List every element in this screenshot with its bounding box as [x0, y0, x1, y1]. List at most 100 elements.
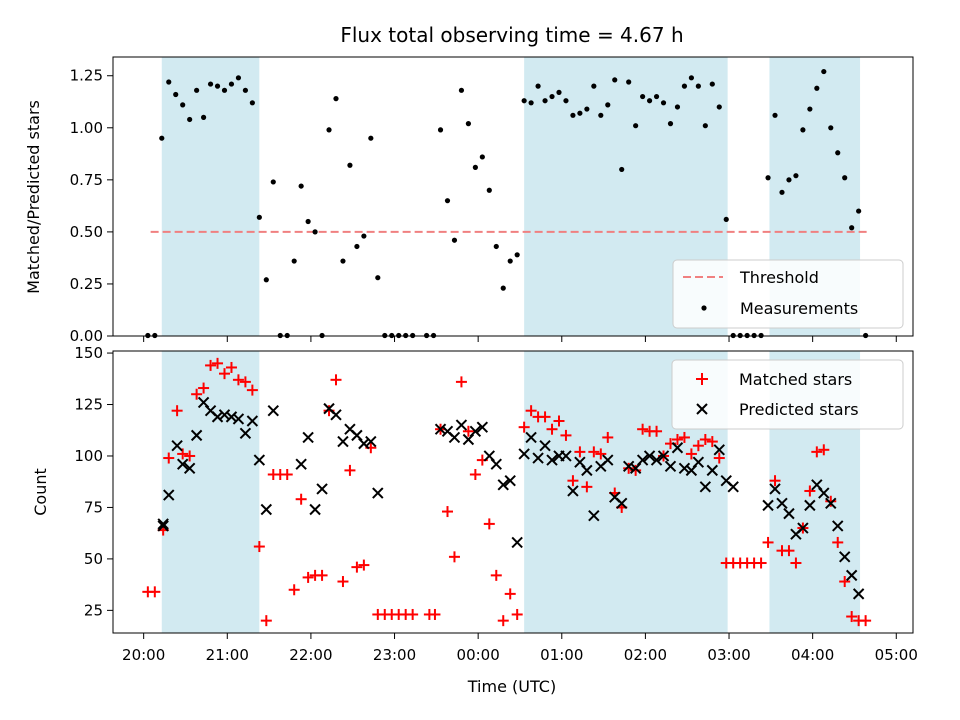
predicted-star-point: [157, 520, 169, 532]
measurement-point: [270, 179, 276, 185]
matched-star-point: [790, 557, 802, 569]
predicted-star-point: [497, 479, 509, 491]
matched-star-point: [358, 559, 370, 571]
measurement-point: [793, 173, 799, 179]
matched-star-point: [846, 611, 858, 623]
predicted-star-point: [616, 497, 628, 510]
matched-stars-points: [142, 357, 872, 627]
predicted-star-point: [804, 499, 816, 512]
measurement-point: [821, 68, 827, 75]
matched-star-point: [588, 446, 600, 458]
y-tick-label: 125: [74, 396, 103, 414]
predicted-star-point: [358, 437, 370, 450]
predicted-star-point: [769, 483, 781, 495]
matched-star-point: [281, 469, 293, 481]
y-tick-label: 75: [84, 498, 103, 516]
matched-star-point: [637, 423, 649, 435]
matched-star-point: [811, 446, 823, 458]
matched-star-point: [818, 444, 830, 456]
matched-star-point: [232, 374, 244, 386]
predicted-star-point: [636, 454, 649, 466]
predicted-star-point: [657, 450, 670, 462]
matched-star-point: [755, 557, 767, 569]
measurement-point: [584, 106, 590, 112]
measurement-point: [849, 225, 855, 231]
matched-star-point: [316, 569, 328, 581]
predicted-star-point: [163, 489, 175, 501]
measurement-point: [835, 150, 841, 156]
predicted-star-point: [295, 458, 307, 470]
predicted-star-point: [525, 431, 537, 444]
matched-star-point: [171, 405, 183, 417]
measurement-point: [814, 85, 820, 91]
predicted-star-point: [546, 454, 558, 466]
measurement-point: [437, 127, 444, 133]
measurement-point: [716, 104, 722, 110]
y-tick-label: 0.25: [70, 275, 103, 293]
predicted-star-point: [260, 503, 273, 516]
measurement-point: [228, 81, 235, 87]
predicted-star-point: [476, 421, 489, 433]
matched-star-point: [546, 423, 558, 435]
measurement-point: [514, 252, 520, 258]
measurement-point: [235, 75, 242, 81]
measurement-point: [528, 100, 534, 106]
predicted-star-point: [448, 431, 461, 444]
predicted-star-point: [699, 481, 712, 493]
measurement-point: [807, 106, 813, 112]
predicted-star-point: [504, 474, 516, 487]
x-tick-label: 22:00: [289, 646, 332, 664]
predicted-star-point: [852, 588, 865, 600]
measurement-point: [591, 83, 597, 89]
measurement-point: [500, 285, 506, 291]
measurement-point: [786, 177, 792, 183]
y-tick-label: 150: [74, 344, 103, 362]
y-tick-label: 100: [74, 447, 103, 465]
matched-star-point: [288, 584, 300, 596]
measurement-point: [563, 98, 569, 104]
y-tick-label: 0.75: [70, 171, 103, 189]
predicted-star-point: [783, 507, 795, 520]
matched-star-point: [678, 431, 690, 443]
matched-star-point: [191, 388, 203, 400]
measurement-point: [828, 125, 834, 131]
matched-star-point: [581, 481, 593, 493]
matched-star-point: [518, 421, 530, 433]
measurement-point: [312, 229, 318, 235]
predicted-star-point: [253, 454, 266, 466]
matched-star-point: [337, 576, 349, 588]
matched-star-point: [462, 425, 474, 437]
measurement-point: [347, 162, 353, 168]
matched-star-point: [595, 448, 607, 460]
matched-star-point: [560, 429, 572, 441]
x-tick-label: 02:00: [624, 646, 667, 664]
matched-star-point: [177, 448, 189, 460]
predicted-star-point: [302, 431, 314, 444]
predicted-star-point: [190, 429, 203, 442]
measurement-point: [800, 127, 806, 133]
matched-star-point: [832, 536, 844, 548]
measurement-point: [242, 87, 249, 93]
predicted-star-point: [532, 452, 544, 464]
matched-star-point: [490, 569, 502, 581]
matched-star-point: [184, 450, 196, 462]
measurement-point: [479, 154, 485, 160]
matched-star-point: [205, 359, 217, 371]
measurement-point: [291, 258, 297, 264]
measurement-point: [521, 98, 527, 104]
top-y-ticks: 0.00 0.25 0.50 0.75 1.00 1.25: [70, 67, 113, 345]
matched-star-point: [469, 469, 481, 481]
measurement-point: [772, 112, 778, 118]
chart-title: Flux total observing time = 4.67 h: [340, 23, 683, 47]
matched-star-point: [539, 411, 551, 423]
matched-star-point: [651, 425, 663, 437]
predicted-star-point: [643, 450, 656, 462]
measurement-point: [709, 81, 715, 87]
matched-star-point: [699, 434, 711, 446]
measurement-point: [444, 198, 451, 204]
measurement-point: [598, 112, 604, 118]
y-tick-label: 50: [84, 550, 103, 568]
predicted-star-point: [567, 485, 579, 497]
predicted-star-point: [706, 464, 719, 477]
